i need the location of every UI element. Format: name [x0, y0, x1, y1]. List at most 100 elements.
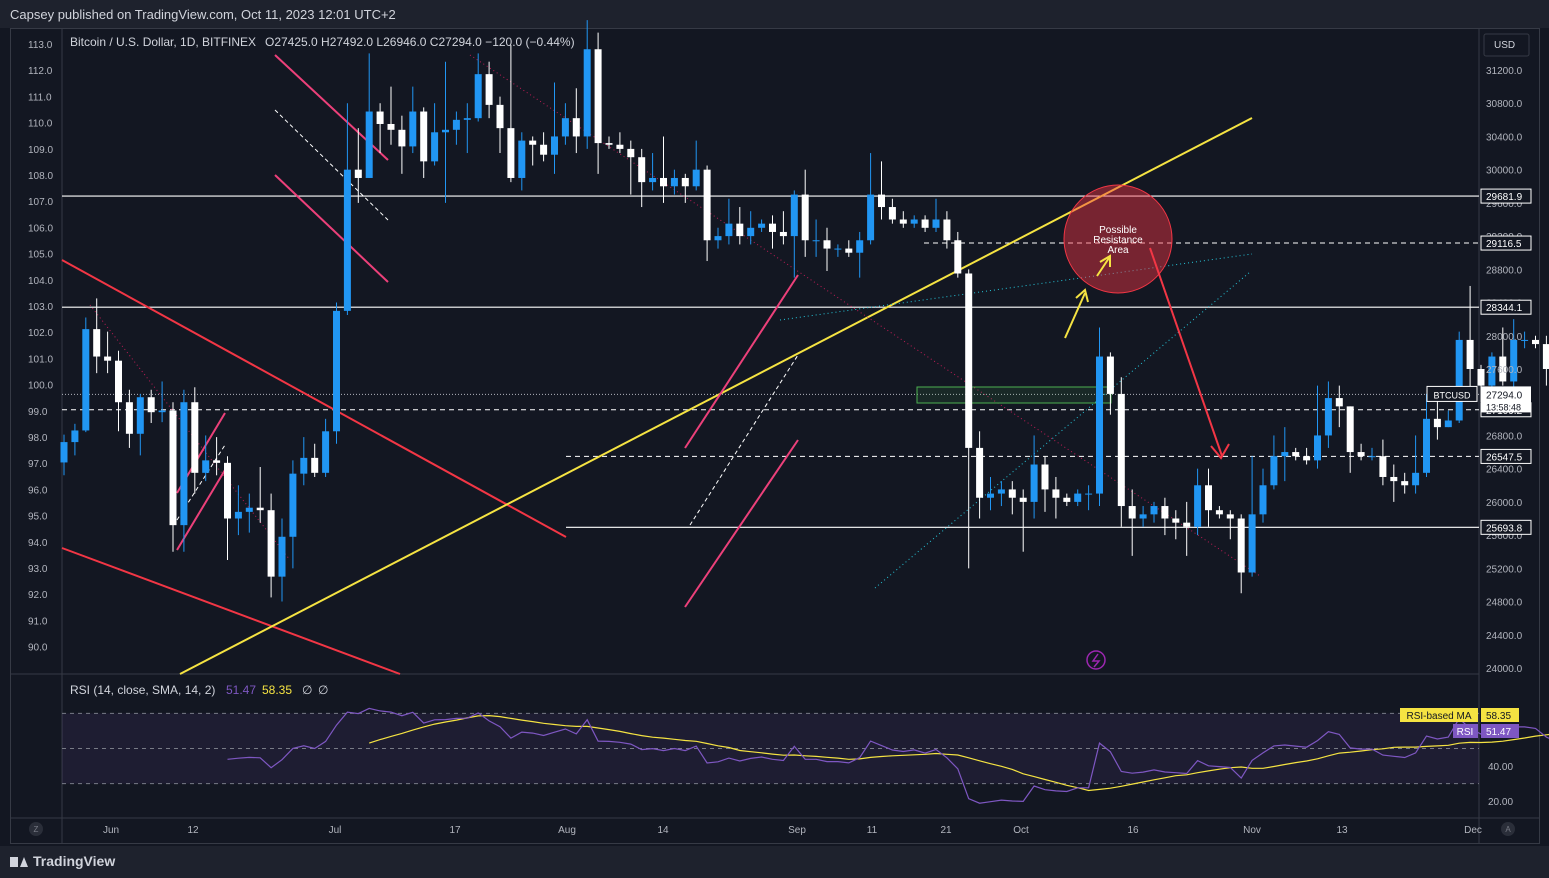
candle-body: [485, 74, 493, 105]
left-axis-tick: 102.0: [28, 328, 53, 339]
candle-body: [910, 219, 918, 224]
rsi-value-badge: [1481, 724, 1519, 738]
candle-body: [376, 111, 384, 124]
yellow-trendline: [179, 117, 1253, 675]
currency-label[interactable]: USD: [1494, 40, 1515, 51]
resistance-area-label: Area: [1107, 245, 1129, 256]
left-axis-tick: 107.0: [28, 197, 53, 208]
candle-body: [627, 148, 635, 158]
candle-body: [354, 169, 362, 178]
time-axis-label: Aug: [558, 825, 576, 836]
brand-label: TradingView: [33, 853, 116, 869]
red-trendline-lower: [61, 547, 401, 675]
candle-body: [1074, 493, 1082, 502]
time-axis-label: 11: [867, 825, 878, 836]
candle-body: [1248, 514, 1256, 573]
price-tick-label: 24800.0: [1486, 598, 1523, 609]
price-level-badge: [1480, 519, 1532, 535]
symbol-badge-text: BTCUSD: [1433, 390, 1471, 400]
price-tick-label: 26000.0: [1486, 498, 1523, 509]
candle-body: [583, 49, 591, 137]
candle-body: [1139, 514, 1147, 519]
candle-body: [1292, 452, 1300, 457]
rsi-ma-badge: [1400, 708, 1478, 722]
auto-scale-icon[interactable]: [1501, 822, 1515, 836]
candle-body: [1510, 339, 1518, 382]
yellow-arrow-2: [1096, 257, 1110, 277]
price-level-badge-text: 25693.8: [1486, 523, 1523, 534]
left-axis-tick: 98.0: [28, 433, 48, 444]
white-dashed-flag: [274, 109, 389, 221]
candle-body: [1423, 418, 1430, 473]
candle-body: [104, 356, 112, 361]
currency-button[interactable]: [1483, 33, 1530, 57]
price-level-badge-text: 26547.5: [1486, 452, 1523, 463]
rsi-ma-line: [369, 714, 1549, 792]
left-axis-tick: 103.0: [28, 302, 53, 313]
candle-body: [572, 118, 580, 137]
candle-body: [1237, 518, 1245, 573]
price-level-badge: [1480, 299, 1532, 315]
candle-body: [1532, 339, 1539, 345]
price-tick-label: 30000.0: [1486, 166, 1523, 177]
left-axis-tick: 105.0: [28, 250, 53, 261]
tradingview-brand[interactable]: TradingView: [10, 853, 115, 869]
candle-body: [1542, 344, 1549, 369]
candle-body: [1019, 497, 1027, 502]
candle-body: [987, 493, 994, 498]
candle-body: [616, 144, 624, 149]
cyan-dotted-channel-top: [779, 253, 1253, 321]
candle-body: [594, 49, 602, 144]
candle-body: [943, 219, 951, 241]
candle-body: [1444, 420, 1452, 428]
lightning-icon[interactable]: [1086, 650, 1106, 670]
pink-channel-line: [274, 174, 389, 283]
candle-body: [1521, 339, 1529, 341]
time-axis-label: Oct: [1013, 825, 1029, 836]
left-axis-tick: 100.0: [28, 381, 53, 392]
resistance-area-label: Resistance: [1093, 235, 1143, 246]
candle-body: [1433, 418, 1441, 428]
time-axis-label: Sep: [788, 825, 806, 836]
candle-body: [1063, 497, 1071, 502]
zoom-reset-icon[interactable]: [29, 822, 43, 836]
candle-body: [1161, 506, 1169, 519]
symbol-badge: [1426, 385, 1478, 402]
red-trendline-upper: [61, 259, 567, 538]
candle-body: [1085, 493, 1093, 495]
candle-body: [180, 402, 188, 526]
left-axis-tick: 109.0: [28, 145, 53, 156]
candle-body: [736, 223, 744, 237]
price-tick-label: 28000.0: [1486, 332, 1523, 343]
candle-body: [1226, 514, 1234, 519]
ohlc-readout: O27425.0 H27492.0 L26946.0 C27294.0 −120…: [265, 35, 575, 49]
price-tick-label: 30800.0: [1486, 99, 1523, 110]
time-axis-label: Nov: [1243, 825, 1261, 836]
rsi-ma-value-badge: [1481, 708, 1519, 722]
left-axis-tick: 101.0: [28, 354, 53, 365]
candle-body: [71, 430, 79, 443]
candle-body: [997, 489, 1005, 494]
candle-body: [845, 248, 853, 253]
candle-body: [365, 111, 373, 178]
rsi-na-1: ∅: [302, 683, 312, 697]
left-axis-tick: 99.0: [28, 407, 48, 418]
last-price-badge: [1481, 386, 1531, 413]
candle-body: [245, 507, 253, 512]
zoom-reset-icon: Z: [34, 825, 39, 834]
candle-body: [529, 140, 537, 145]
candle-body: [518, 140, 526, 178]
candle-body: [551, 136, 558, 155]
candle-body: [343, 169, 351, 311]
candle-body: [1096, 356, 1103, 494]
candle-body: [507, 128, 515, 178]
candle-body: [267, 510, 275, 577]
candle-body: [213, 460, 221, 463]
white-dashed-flag: [689, 354, 799, 526]
candle-body: [812, 240, 820, 242]
price-tick-label: 24400.0: [1486, 631, 1523, 642]
price-level-badge-text: 28344.1: [1486, 303, 1523, 314]
left-axis-tick: 111.0: [28, 92, 52, 103]
price-tick-label: 25200.0: [1486, 564, 1523, 575]
